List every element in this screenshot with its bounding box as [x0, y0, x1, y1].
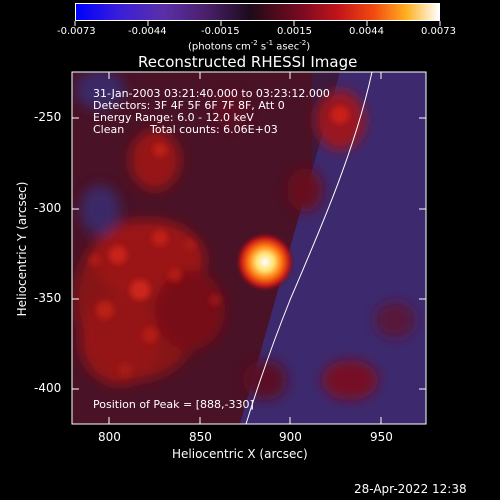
x-tick-label: 800: [98, 430, 121, 444]
detectors-info: Detectors: 3F 4F 5F 6F 7F 8F, Att 0: [93, 99, 285, 112]
observation-time: 31-Jan-2003 03:21:40.000 to 03:23:12.000: [93, 87, 330, 100]
colorbar-ticks: [74, 21, 441, 26]
total-counts: Total counts: 6.06E+03: [150, 123, 278, 136]
x-tick-label: 950: [370, 430, 393, 444]
y-tick-label: -300: [34, 201, 62, 215]
x-axis-label: Heliocentric X (arcsec): [172, 447, 308, 461]
colorbar-tick-label: -0.0073: [57, 26, 96, 37]
y-tick-label: -250: [34, 110, 62, 124]
colorbar-tick-label: -0.0015: [201, 26, 240, 37]
algorithm-label: Clean: [93, 123, 125, 136]
colorbar-tick-label: 0.0073: [421, 26, 456, 37]
x-tick-label: 850: [189, 430, 212, 444]
peak-position: Position of Peak = [888,-330]: [93, 398, 254, 411]
energy-range: Energy Range: 6.0 - 12.0 keV: [93, 111, 254, 124]
plot-title: Reconstructed RHESSI Image: [138, 53, 358, 71]
y-tick-label: -350: [34, 291, 62, 305]
colorbar: [75, 3, 440, 21]
colorbar-tick-label: 0.0044: [349, 26, 384, 37]
colorbar-tick-label: -0.0044: [128, 26, 167, 37]
colorbar-tick-label: 0.0015: [277, 26, 312, 37]
y-tick-label: -400: [34, 381, 62, 395]
x-tick-label: 900: [279, 430, 302, 444]
y-axis-label: Heliocentric Y (arcsec): [15, 181, 29, 317]
colorbar-units: (photons cm-2 s-1 asec-2): [188, 39, 311, 53]
footer-timestamp: 28-Apr-2022 12:38: [354, 482, 467, 496]
